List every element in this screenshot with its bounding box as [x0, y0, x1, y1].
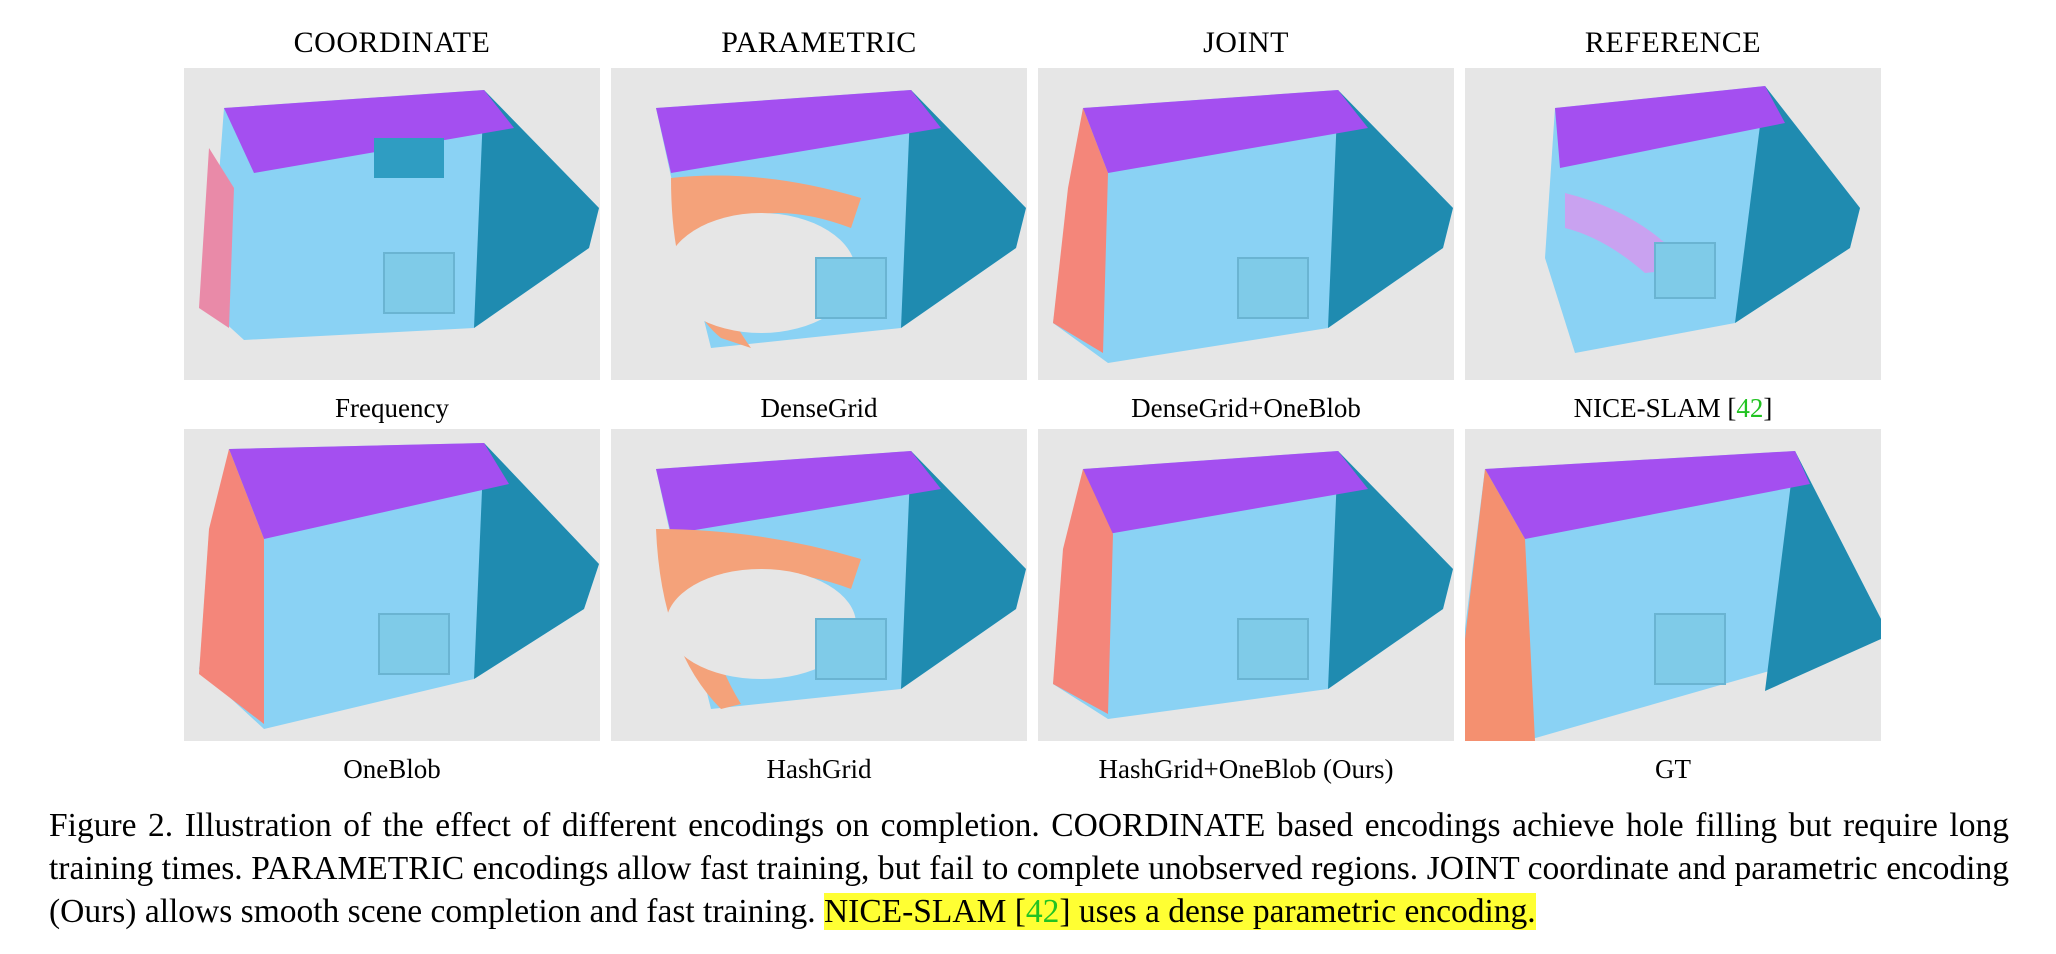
- render-nice-slam: [1465, 68, 1881, 380]
- column-header-reference: REFERENCE: [1584, 26, 1762, 59]
- render-hashgrid: [611, 429, 1027, 741]
- column-header-coordinate: COORDINATE: [293, 26, 491, 59]
- render-hashgrid-oneblob: [1038, 429, 1454, 741]
- render-gt: [1465, 429, 1881, 741]
- mesh-render-hashgrid: [656, 451, 1026, 709]
- render-densegrid: [611, 68, 1027, 380]
- mesh-render-oneblob: [199, 443, 599, 729]
- caption-nice-slam-close: ]: [1763, 393, 1773, 423]
- column-header-parametric: PARAMETRIC: [721, 26, 917, 59]
- mesh-render-densegrid-oneblob: [1053, 90, 1453, 363]
- caption-hashgrid-oneblob: HashGrid+OneBlob (Ours): [1098, 754, 1394, 784]
- caption-nice-slam: NICE-SLAM [42]: [1465, 393, 1881, 424]
- figure-caption-highlight: NICE-SLAM [42] uses a dense parametric e…: [823, 893, 1536, 930]
- caption-frequency: Frequency: [335, 393, 449, 423]
- render-oneblob: [184, 429, 600, 741]
- column-header-joint: JOINT: [1203, 26, 1289, 59]
- caption-nice-slam-name: NICE-SLAM: [1573, 393, 1721, 423]
- caption-nice-slam-open: [: [1720, 393, 1737, 423]
- citation-link-42[interactable]: 42: [1736, 393, 1764, 423]
- caption-hashgrid: HashGrid: [766, 754, 872, 784]
- highlight-text-post: ] uses a dense parametric encoding.: [1059, 893, 1536, 930]
- caption-oneblob: OneBlob: [343, 754, 441, 784]
- citation-link-42-caption[interactable]: 42: [1025, 893, 1060, 930]
- mesh-render-gt: [1465, 451, 1881, 741]
- highlight-text-pre: NICE-SLAM [: [823, 893, 1026, 930]
- mesh-render-nice-slam: [1545, 86, 1860, 353]
- caption-densegrid-oneblob: DenseGrid+OneBlob: [1131, 393, 1361, 423]
- caption-gt: GT: [1655, 754, 1691, 784]
- figure-caption: Figure 2. Illustration of the effect of …: [49, 804, 2009, 933]
- mesh-render-hashgrid-oneblob: [1053, 451, 1453, 719]
- figure-caption-text: Figure 2. Illustration of the effect of …: [49, 807, 2009, 930]
- mesh-render-densegrid: [656, 90, 1026, 348]
- render-densegrid-oneblob: [1038, 68, 1454, 380]
- caption-densegrid: DenseGrid: [760, 393, 878, 423]
- render-frequency: [184, 68, 600, 380]
- mesh-render-frequency: [199, 90, 599, 340]
